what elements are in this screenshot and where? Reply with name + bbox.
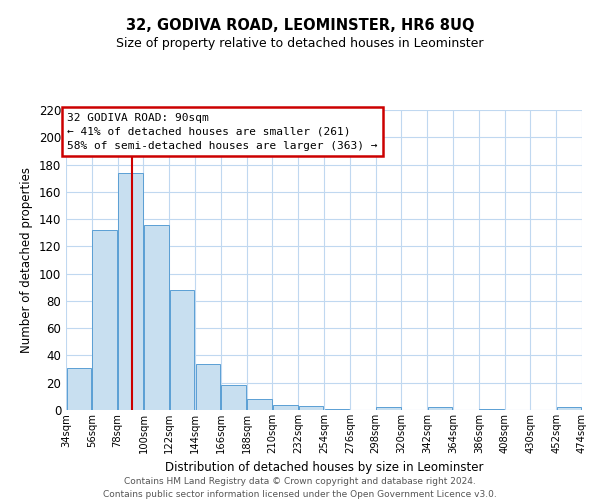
Bar: [92, 230, 117, 410]
Text: Contains public sector information licensed under the Open Government Licence v3: Contains public sector information licen…: [103, 490, 497, 499]
Text: 32 GODIVA ROAD: 90sqm
← 41% of detached houses are smaller (261)
58% of semi-det: 32 GODIVA ROAD: 90sqm ← 41% of detached …: [67, 112, 377, 150]
Bar: [479, 408, 504, 410]
Bar: [376, 408, 401, 410]
Text: Contains HM Land Registry data © Crown copyright and database right 2024.: Contains HM Land Registry data © Crown c…: [124, 478, 476, 486]
Bar: [273, 404, 298, 410]
Bar: [170, 290, 194, 410]
Text: Size of property relative to detached houses in Leominster: Size of property relative to detached ho…: [116, 38, 484, 51]
Bar: [247, 399, 272, 410]
X-axis label: Distribution of detached houses by size in Leominster: Distribution of detached houses by size …: [165, 462, 483, 474]
Bar: [557, 408, 581, 410]
Bar: [325, 408, 349, 410]
Bar: [428, 408, 452, 410]
Bar: [118, 172, 143, 410]
Bar: [196, 364, 220, 410]
Bar: [144, 224, 169, 410]
Bar: [67, 368, 91, 410]
Bar: [299, 406, 323, 410]
Bar: [221, 386, 246, 410]
Text: 32, GODIVA ROAD, LEOMINSTER, HR6 8UQ: 32, GODIVA ROAD, LEOMINSTER, HR6 8UQ: [126, 18, 474, 32]
Y-axis label: Number of detached properties: Number of detached properties: [20, 167, 33, 353]
